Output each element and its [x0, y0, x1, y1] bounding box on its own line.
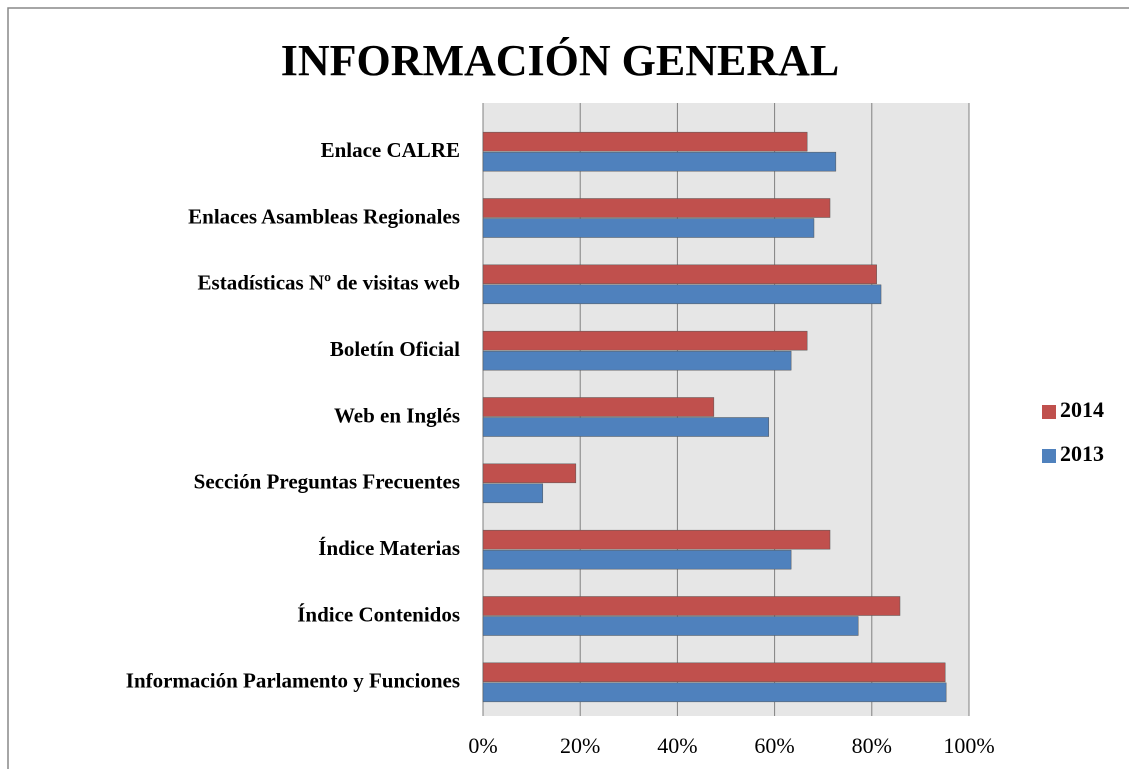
bar — [482, 549, 792, 570]
y-tick-label: Boletín Oficial — [330, 337, 460, 361]
x-tick-label: 0% — [468, 733, 497, 758]
legend-swatch — [1042, 449, 1056, 463]
x-tick-label: 40% — [657, 733, 697, 758]
bar — [482, 417, 770, 437]
chart-title: INFORMACIÓN GENERAL — [281, 36, 840, 85]
x-tick-label: 100% — [943, 733, 994, 758]
legend-label: 2013 — [1060, 441, 1104, 466]
bar — [482, 596, 901, 616]
y-tick-label: Índice Materias — [318, 536, 460, 560]
bar — [482, 198, 831, 218]
bar — [482, 463, 577, 484]
bar — [482, 483, 544, 504]
y-tick-label: Enlace CALRE — [321, 138, 460, 162]
bar — [482, 284, 882, 305]
legend-label: 2014 — [1060, 397, 1104, 422]
bar — [482, 218, 815, 238]
y-tick-label: Estadísticas Nº de visitas web — [198, 271, 460, 295]
y-tick-label: Enlaces Asambleas Regionales — [188, 204, 460, 228]
y-tick-label: Información Parlamento y Funciones — [126, 669, 460, 693]
y-tick-label: Sección Preguntas Frecuentes — [194, 470, 460, 494]
bar — [482, 397, 715, 417]
bar — [482, 616, 859, 636]
x-tick-label: 60% — [754, 733, 794, 758]
bar — [482, 662, 946, 683]
bar — [482, 330, 808, 351]
bar — [482, 350, 792, 371]
legend-swatch — [1042, 405, 1056, 419]
x-tick-label: 20% — [560, 733, 600, 758]
bar — [482, 682, 947, 703]
bar — [482, 264, 877, 285]
bar — [482, 151, 837, 172]
x-tick-label: 80% — [852, 733, 892, 758]
bar — [482, 529, 831, 550]
y-tick-label: Índice Contenidos — [297, 602, 460, 626]
bar — [482, 131, 808, 152]
y-tick-label: Web en Inglés — [334, 403, 460, 427]
